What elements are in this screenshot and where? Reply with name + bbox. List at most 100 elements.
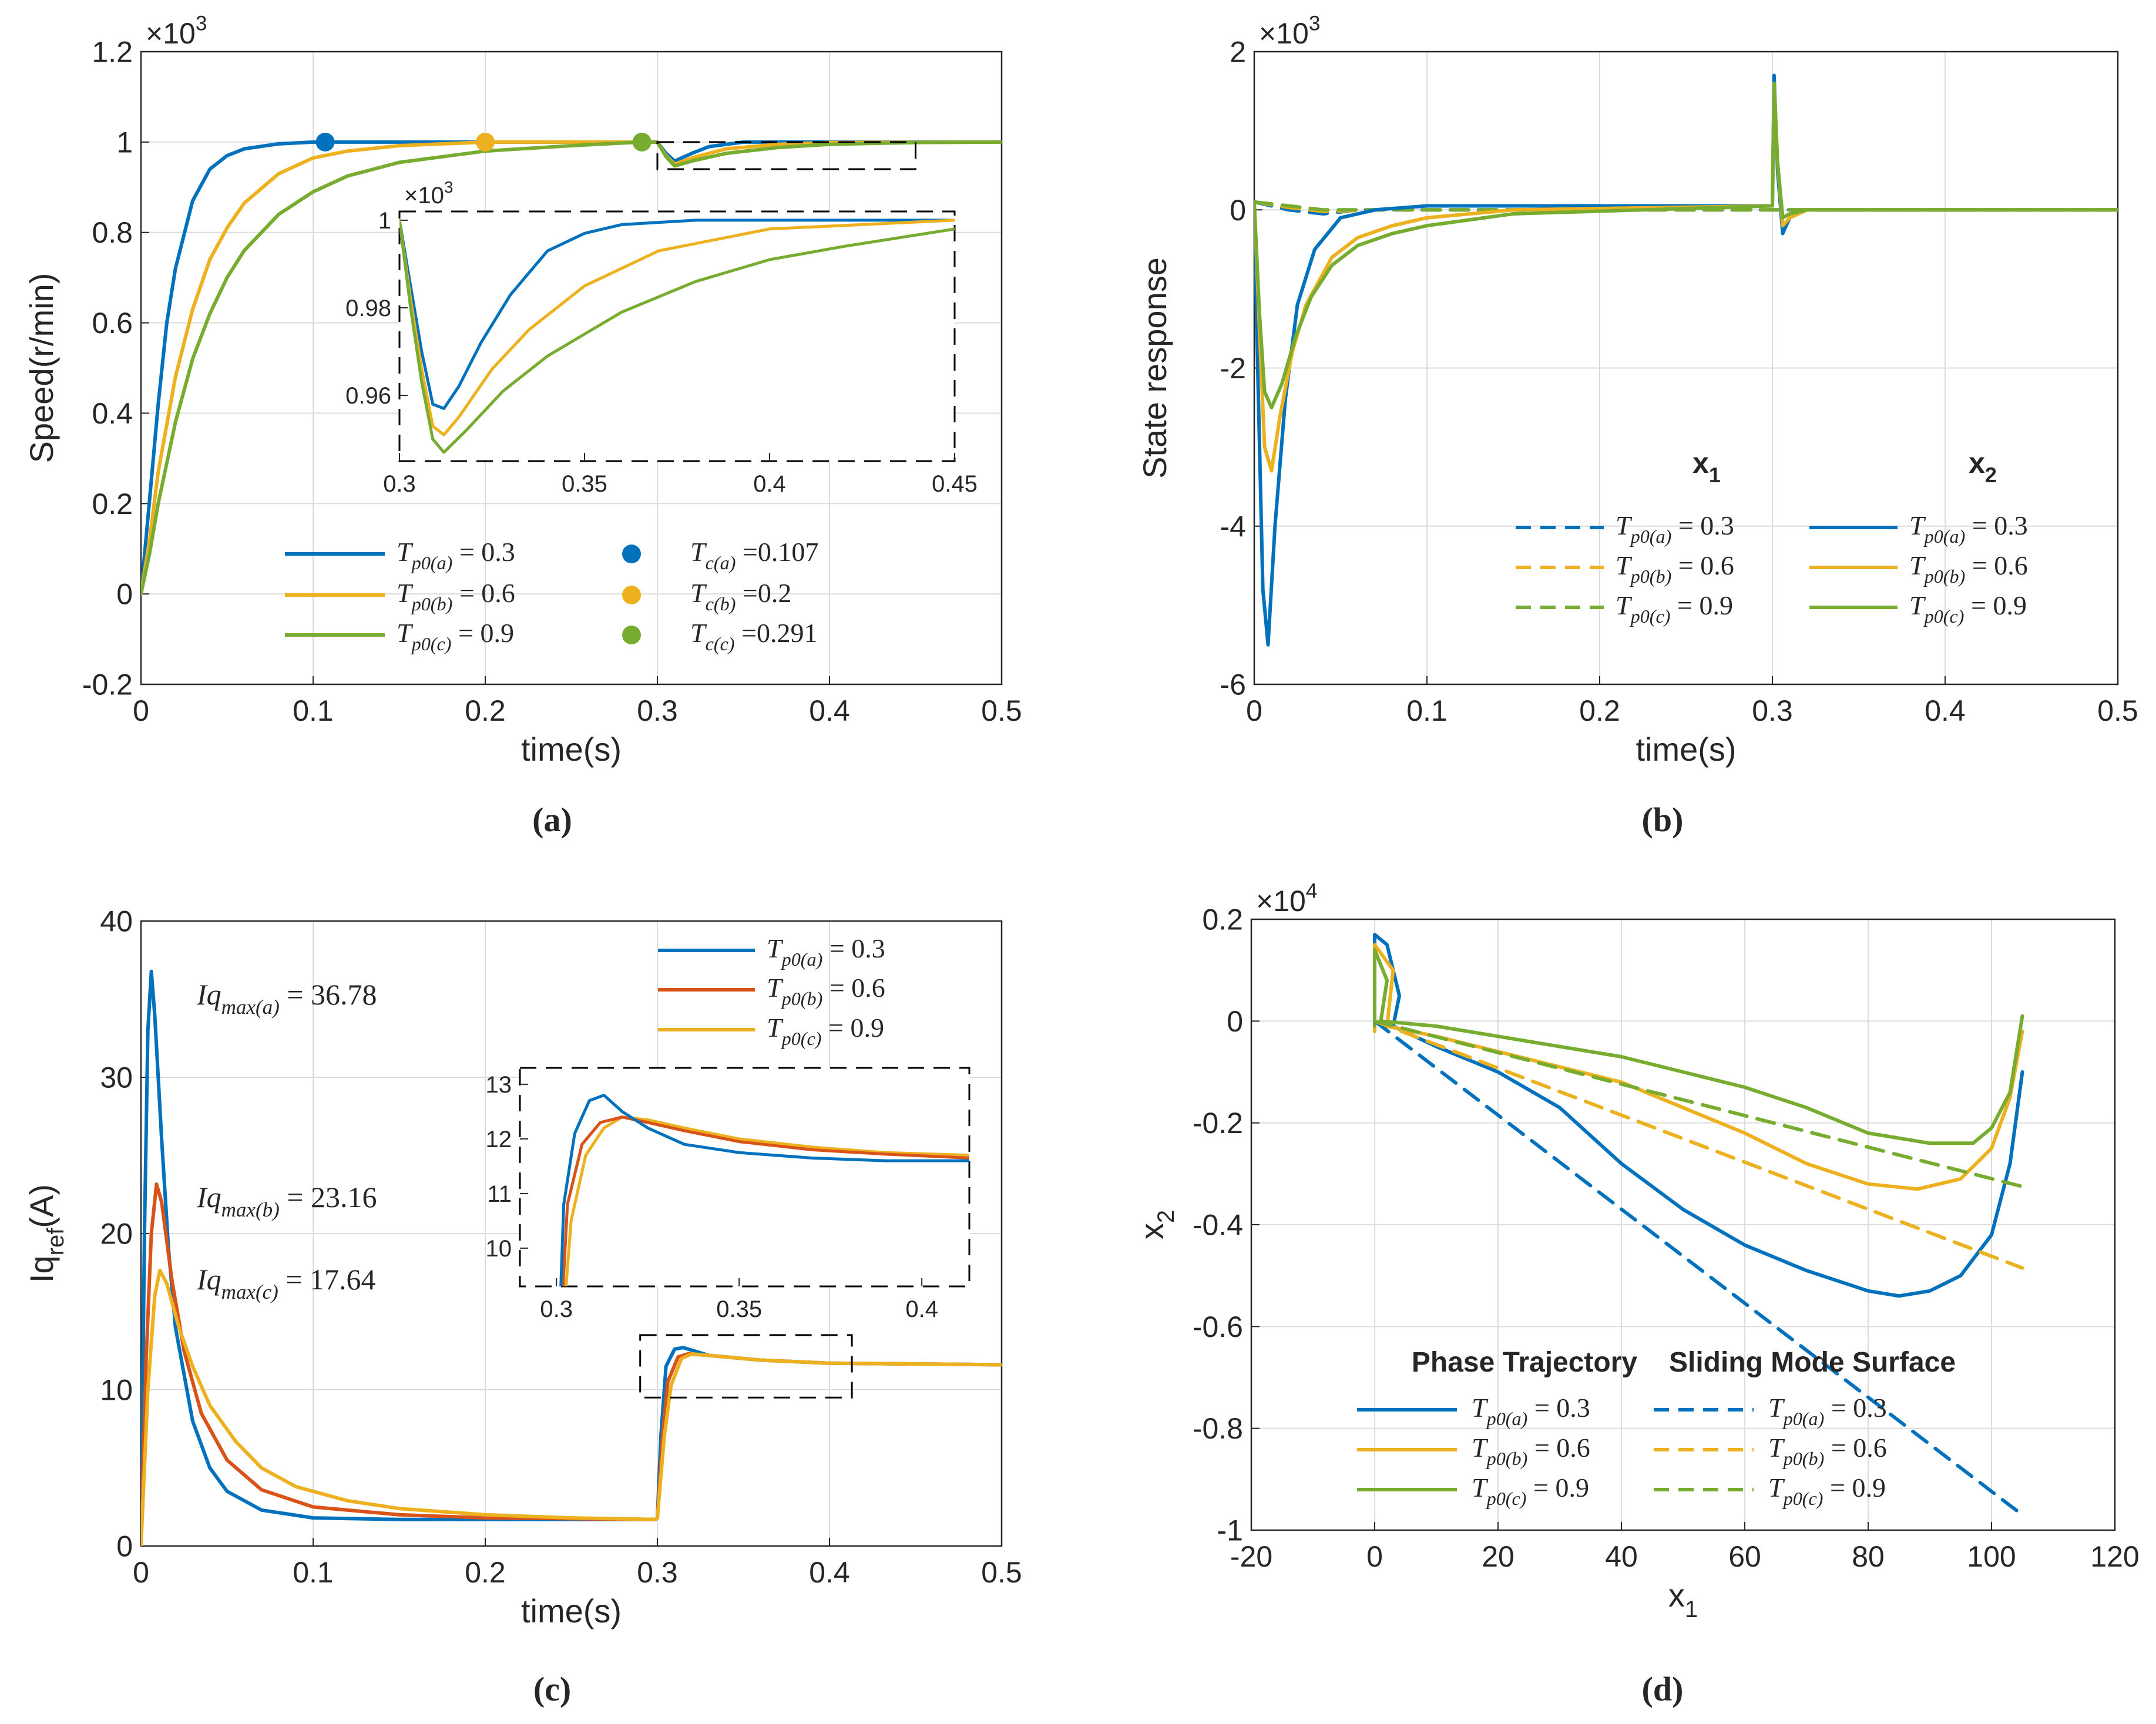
legend-marker-entry-2: Tc(c) =0.291 xyxy=(690,618,818,654)
annotation-main: Iq xyxy=(196,978,221,1011)
legend-value: = 0.3 xyxy=(452,537,515,567)
x-tick-label: 0 xyxy=(1246,694,1262,727)
chart-panel-c: 0 0.1 0.2 0.3 0.4 0.5010203040time(s)Iqref(A)… xyxy=(23,905,1022,1630)
legend-value: = 0.3 xyxy=(1527,1393,1590,1423)
legend-symbol: T xyxy=(1472,1473,1489,1503)
legend-symbol: T xyxy=(767,973,784,1003)
inset-axes: 0.3 0.35 0.4 10 11 12 13 xyxy=(486,1067,970,1322)
series-line-c-0 xyxy=(141,969,1002,1546)
x-tick-label: -20 xyxy=(1230,1540,1272,1573)
y-tick-label: 1 xyxy=(116,126,133,159)
x-tick-label: 0.45 xyxy=(932,471,978,497)
panel-label: (a) xyxy=(532,801,572,839)
legend-value: = 0.6 xyxy=(1824,1433,1886,1463)
x-axis-label-text: x xyxy=(1668,1577,1685,1614)
x-tick-label: 0.5 xyxy=(981,1556,1022,1589)
panel-label: (b) xyxy=(1642,801,1684,839)
legend-entry-2: Tp0(c) = 0.9 xyxy=(1616,590,1733,627)
legend-value: = 0.9 xyxy=(1671,590,1733,620)
legend-entry-3: Tp0(a) = 0.3 xyxy=(1768,1393,1887,1429)
series-line-d-4 xyxy=(1373,1019,2024,1270)
x-axis-label-sub: 1 xyxy=(1685,1597,1698,1622)
plot-area xyxy=(520,1068,969,1286)
x-axis-label: time(s) xyxy=(521,1592,622,1629)
x-tick-label: 0.5 xyxy=(2097,694,2138,727)
x-tick-label: 0.35 xyxy=(716,1296,762,1322)
chart-panel-a: 0 0.1 0.2 0.3 0.4 0.5-0.200.20.40.60.811.2×10… xyxy=(23,12,1022,768)
x-tick-label: 0.3 xyxy=(383,471,416,497)
series-line-b-3 xyxy=(1254,73,2118,647)
annotation-main: Iq xyxy=(196,1181,221,1214)
legend-entry-4: Tp0(b) = 0.6 xyxy=(1909,550,2028,587)
legend-symbol: T xyxy=(1768,1473,1785,1503)
y-tick-label: 30 xyxy=(100,1061,133,1094)
x-tick-label: 0.4 xyxy=(753,471,786,497)
legend-marker-2 xyxy=(622,626,641,644)
x-tick-label: 40 xyxy=(1605,1540,1638,1573)
legend-symbol: T xyxy=(397,618,414,648)
series-line-a-2 xyxy=(141,140,1002,596)
y-tick-label: -1 xyxy=(1217,1514,1243,1547)
y-tick-label: -0.2 xyxy=(1193,1107,1243,1140)
legend-symbol: T xyxy=(1909,550,1926,580)
chart-panel-d: -20 0 20 40 60 80 100 120 -1 -0.8 -0.6 -0.4 -0.2 0 0.2… xyxy=(1133,880,2140,1623)
series-line-c-inset-0 xyxy=(565,1115,969,1286)
legend-entry-0: Tp0(a) = 0.3 xyxy=(397,537,515,573)
y-tick-label: 0.2 xyxy=(1202,903,1243,936)
series-line-c-inset-2 xyxy=(559,1094,969,1286)
multiplier-exponent: 3 xyxy=(1309,12,1320,35)
series-line-a-0 xyxy=(141,140,1002,596)
x-tick-label: 0.35 xyxy=(562,471,607,497)
series-line-c-inset-1 xyxy=(562,1115,969,1286)
y-tick-label: 0.98 xyxy=(345,295,391,321)
y-tick-label: 12 xyxy=(486,1127,512,1152)
legend-entry-1: Tp0(b) = 0.6 xyxy=(1616,550,1734,587)
legend-subscript: c(c) xyxy=(706,633,735,654)
legend-subscript: p0(a) xyxy=(411,552,453,573)
x-tick-label: 100 xyxy=(1967,1540,2016,1573)
multiplier-exponent: 4 xyxy=(1306,880,1317,903)
x-axis-label-text: time(s) xyxy=(521,1592,622,1629)
zoom-box xyxy=(656,141,916,170)
legend-symbol: T xyxy=(1616,590,1633,620)
x-tick-label: 120 xyxy=(2090,1540,2139,1573)
legend-value: = 0.6 xyxy=(1965,550,2027,580)
legend-symbol: T xyxy=(1472,1393,1489,1423)
zoom-box xyxy=(639,1334,853,1399)
legend-entry-2: Tp0(c) = 0.9 xyxy=(1472,1473,1589,1509)
axes-frame xyxy=(140,51,1003,685)
x-tick-label: 0.2 xyxy=(465,1556,506,1589)
legend-value: = 0.6 xyxy=(452,578,515,608)
y-tick-label: 10 xyxy=(486,1236,512,1262)
multiplier-base: ×10 xyxy=(146,17,196,50)
legend-symbol: T xyxy=(1768,1433,1785,1463)
y-tick-label: 0 xyxy=(116,578,133,611)
series-line-a-inset-2 xyxy=(399,219,955,454)
x-tick-label: 0 xyxy=(133,694,149,727)
annotation-0: Iqmax(a) = 36.78 xyxy=(196,978,377,1019)
multiplier-exponent: 3 xyxy=(444,178,454,196)
legend-group-title-x1: x1 xyxy=(1692,446,1721,487)
legend-value: =0.291 xyxy=(735,618,818,648)
legend-subscript: p0(c) xyxy=(1486,1488,1527,1509)
y-tick-label: 0.8 xyxy=(92,216,133,249)
legend-entry-0: Tp0(a) = 0.3 xyxy=(1472,1393,1590,1429)
y-axis-label-sub: 2 xyxy=(1153,1210,1179,1223)
legend-subscript: c(a) xyxy=(706,552,736,573)
panel-label: (c) xyxy=(533,1670,571,1708)
legend-marker-1 xyxy=(622,586,641,604)
inset-axes: 0.3 0.35 0.4 0.45 0.96 0.98 1 ×103 xyxy=(345,178,978,497)
marker-point-1 xyxy=(476,132,495,152)
legend-subscript: c(b) xyxy=(706,593,736,614)
x-tick-label: 0.3 xyxy=(540,1296,573,1322)
x-tick-label: 0.5 xyxy=(981,694,1022,727)
legend-symbol: T xyxy=(1909,510,1926,540)
y-tick-label: 10 xyxy=(100,1374,133,1407)
series-line-d-5 xyxy=(1373,1019,2024,1188)
annotation-value: = 23.16 xyxy=(280,1181,377,1214)
annotation-main: Iq xyxy=(196,1263,221,1296)
